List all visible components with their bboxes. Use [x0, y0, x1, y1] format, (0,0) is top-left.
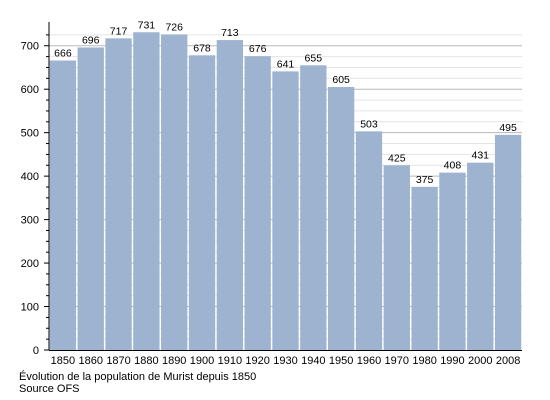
x-tick-label-1990: 1990: [440, 355, 464, 367]
x-tick-label-1880: 1880: [134, 355, 158, 367]
bar-1910: [216, 40, 244, 350]
data-label-1900: 678: [193, 42, 211, 54]
bar-1850: [49, 60, 77, 351]
y-tick-label: 300: [21, 215, 39, 227]
y-tick-label: 100: [21, 302, 39, 314]
x-tick-label-1960: 1960: [357, 355, 381, 367]
data-label-1950: 605: [332, 74, 350, 86]
y-tick-label: 600: [21, 84, 39, 96]
data-label-1970: 425: [388, 152, 406, 164]
x-tick-label-2008: 2008: [496, 355, 520, 367]
data-label-1940: 655: [305, 52, 323, 64]
x-tick-label-1870: 1870: [106, 355, 130, 367]
x-tick-label-1890: 1890: [162, 355, 186, 367]
x-tick-label-1910: 1910: [218, 355, 242, 367]
x-tick-label-1920: 1920: [245, 355, 269, 367]
data-label-1880: 731: [138, 19, 156, 31]
x-tick-label-1900: 1900: [190, 355, 214, 367]
chart-caption-title: Évolution de la population de Murist dep…: [19, 371, 257, 383]
y-tick-label: 500: [21, 128, 39, 140]
x-tick-label-1970: 1970: [385, 355, 409, 367]
bar-1930: [272, 71, 299, 351]
data-label-1850: 666: [54, 48, 72, 60]
bar-1920: [244, 56, 271, 350]
bar-1880: [133, 32, 160, 350]
bar-2000: [467, 162, 494, 350]
bar-1950: [327, 87, 355, 350]
bar-1960: [355, 131, 383, 350]
data-label-1870: 717: [110, 25, 128, 37]
bar-1900: [188, 55, 216, 351]
data-label-1930: 641: [277, 58, 295, 70]
data-label-1910: 713: [221, 27, 239, 39]
bar-1890: [161, 34, 188, 350]
data-label-1920: 676: [249, 43, 267, 55]
bar-2008: [494, 134, 522, 350]
data-label-1890: 726: [165, 21, 183, 33]
bar-1990: [439, 172, 466, 350]
y-tick-label: 200: [21, 258, 39, 270]
y-tick-label: 0: [33, 345, 39, 357]
data-label-1990: 408: [444, 160, 462, 172]
x-tick-label-1940: 1940: [301, 355, 325, 367]
x-tick-label-1950: 1950: [329, 355, 353, 367]
chart-caption-source: Source OFS: [19, 383, 80, 395]
data-label-2000: 431: [471, 150, 489, 162]
bar-1860: [77, 47, 104, 351]
x-tick-label-2000: 2000: [468, 355, 492, 367]
data-label-2008: 495: [499, 122, 517, 134]
bar-1980: [411, 187, 438, 350]
x-tick-label-1930: 1930: [273, 355, 297, 367]
x-tick-label-1850: 1850: [51, 355, 75, 367]
bar-1870: [105, 38, 132, 351]
bar-1970: [383, 165, 410, 350]
data-label-1980: 375: [416, 174, 434, 186]
data-label-1860: 696: [82, 34, 100, 46]
x-tick-label-1980: 1980: [412, 355, 436, 367]
y-tick-label: 700: [21, 41, 39, 53]
y-tick-label: 400: [21, 171, 39, 183]
x-tick-label-1860: 1860: [78, 355, 102, 367]
bar-1940: [300, 65, 327, 350]
data-label-1960: 503: [360, 118, 378, 130]
